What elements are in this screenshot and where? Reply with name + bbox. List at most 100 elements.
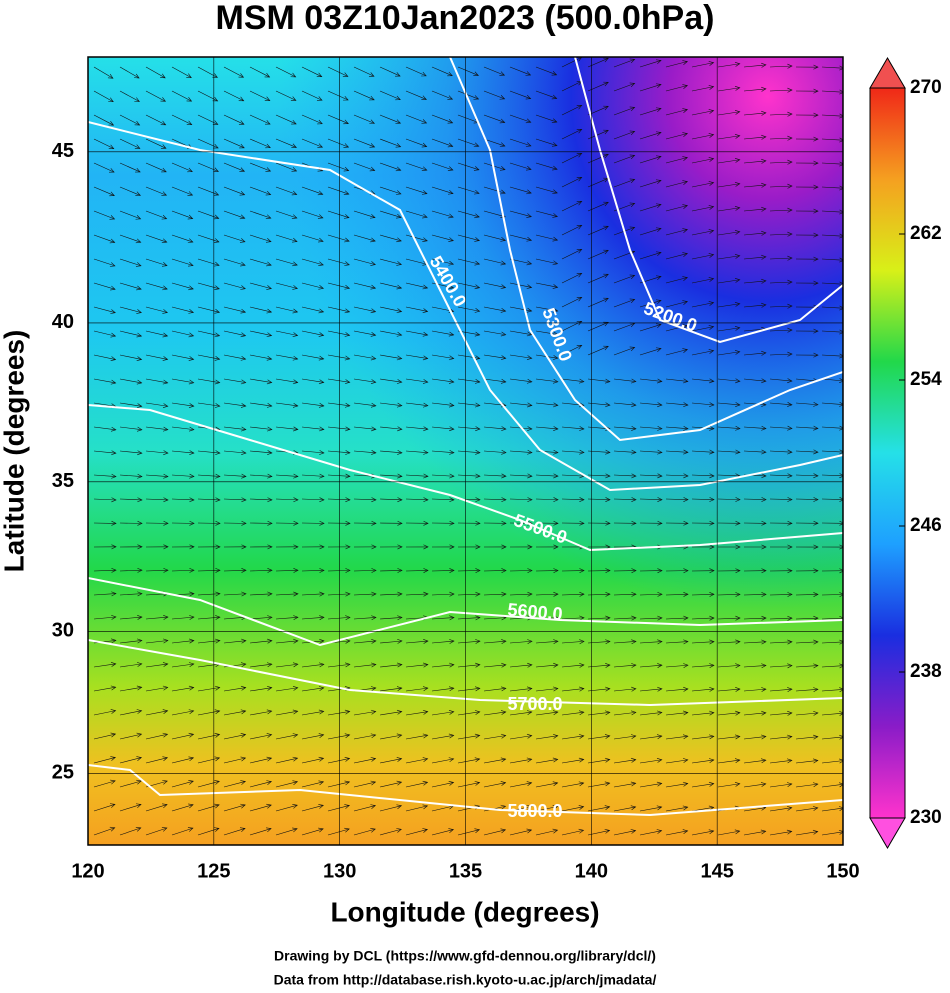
wind-arrow — [535, 593, 558, 596]
wind-arrow — [249, 90, 270, 101]
wind-arrow-head — [212, 120, 219, 125]
wind-arrow-head — [708, 781, 715, 787]
wind-arrow-head — [448, 710, 455, 715]
wind-arrow — [301, 593, 324, 596]
wind-arrow — [691, 62, 714, 68]
wind-arrow — [509, 829, 532, 836]
wind-arrow — [223, 640, 246, 644]
wind-arrow-head — [239, 167, 246, 172]
wind-arrow — [665, 806, 688, 812]
wind-arrow-head — [527, 497, 533, 503]
wind-arrow-head — [241, 426, 247, 432]
wind-arrow — [665, 617, 688, 620]
wind-arrow-head — [735, 449, 741, 455]
wind-arrow — [561, 617, 584, 620]
wind-arrow-head — [109, 826, 116, 832]
wind-arrow — [665, 426, 688, 430]
wind-arrow — [587, 641, 610, 644]
wind-arrow-head — [395, 119, 402, 124]
wind-arrow-head — [108, 97, 114, 103]
wind-arrow — [223, 828, 246, 836]
wind-arrow — [717, 736, 740, 740]
wind-arrow — [431, 210, 454, 218]
wind-arrow — [171, 330, 194, 337]
contour-label: 5700.0 — [507, 694, 562, 714]
wind-arrow-head — [188, 662, 195, 667]
wind-arrow — [145, 733, 168, 740]
wind-arrow-head — [110, 379, 117, 385]
wind-arrow — [613, 664, 636, 668]
wind-arrow-head — [682, 805, 689, 811]
wind-arrow — [483, 138, 505, 147]
wind-arrow-head — [499, 71, 506, 76]
wind-arrow — [197, 640, 220, 644]
wind-arrow-head — [576, 128, 583, 134]
wind-arrow — [457, 474, 480, 477]
wind-arrow-head — [319, 450, 325, 455]
wind-arrow — [197, 114, 218, 125]
wind-arrow-head — [370, 827, 376, 833]
wind-arrow — [197, 402, 220, 407]
wind-arrow-head — [215, 450, 221, 456]
wind-arrow-head — [370, 284, 377, 290]
wind-arrow-head — [266, 709, 273, 715]
wind-arrow — [665, 450, 688, 453]
wind-arrow — [275, 828, 298, 836]
wind-arrow-head — [813, 425, 819, 431]
contour-line — [88, 404, 843, 552]
wind-arrow-head — [343, 190, 350, 196]
wind-arrow-head — [160, 73, 166, 79]
wind-arrow-head — [682, 781, 689, 787]
wind-arrow-head — [813, 328, 819, 334]
wind-arrow — [639, 474, 662, 477]
wind-arrow — [119, 258, 142, 267]
wind-arrow — [717, 63, 740, 68]
x-tick-label: 130 — [323, 860, 356, 882]
wind-arrow — [301, 781, 324, 788]
wind-arrow-head — [137, 591, 143, 597]
wind-arrow-head — [423, 520, 429, 526]
wind-arrow — [301, 828, 324, 836]
wind-arrow-head — [474, 378, 481, 384]
wind-arrow-head — [397, 426, 403, 432]
wind-arrow-head — [629, 82, 636, 88]
wind-arrow — [327, 330, 350, 336]
wind-arrow-head — [499, 142, 506, 147]
wind-arrow-head — [761, 378, 767, 384]
wind-arrow-head — [344, 733, 351, 739]
wind-arrow-head — [449, 544, 455, 550]
wind-arrow — [405, 282, 428, 289]
wind-arrow — [197, 757, 220, 764]
wind-arrow-head — [136, 662, 143, 667]
wind-arrow-head — [527, 568, 533, 574]
wind-arrow-head — [760, 782, 767, 787]
wind-arrow — [613, 107, 635, 116]
wind-arrow — [145, 827, 167, 836]
wind-arrow — [665, 688, 688, 692]
wind-arrow — [145, 354, 168, 360]
wind-arrow — [223, 66, 244, 78]
wind-arrow — [301, 805, 324, 812]
wind-arrow-head — [319, 544, 325, 550]
wind-arrow-head — [447, 95, 454, 100]
wind-arrow-head — [370, 780, 377, 786]
wind-arrow — [613, 641, 636, 644]
wind-arrow — [353, 640, 376, 644]
wind-arrow-head — [813, 449, 819, 455]
wind-arrow — [171, 90, 192, 102]
wind-arrow-head — [604, 805, 611, 810]
wind-arrow-head — [343, 119, 349, 125]
wind-arrow — [769, 426, 792, 429]
wind-arrow-head — [527, 591, 533, 597]
wind-arrow — [223, 258, 246, 266]
wind-arrow — [353, 734, 376, 740]
wind-arrow-head — [396, 733, 403, 739]
wind-arrow — [639, 252, 662, 260]
wind-arrow-head — [344, 237, 350, 243]
wind-arrow — [587, 378, 610, 382]
wind-arrow-head — [187, 827, 194, 832]
wind-arrow-head — [839, 353, 843, 359]
wind-arrow — [249, 734, 272, 740]
wind-arrow — [769, 665, 792, 668]
wind-arrow-head — [839, 161, 843, 167]
